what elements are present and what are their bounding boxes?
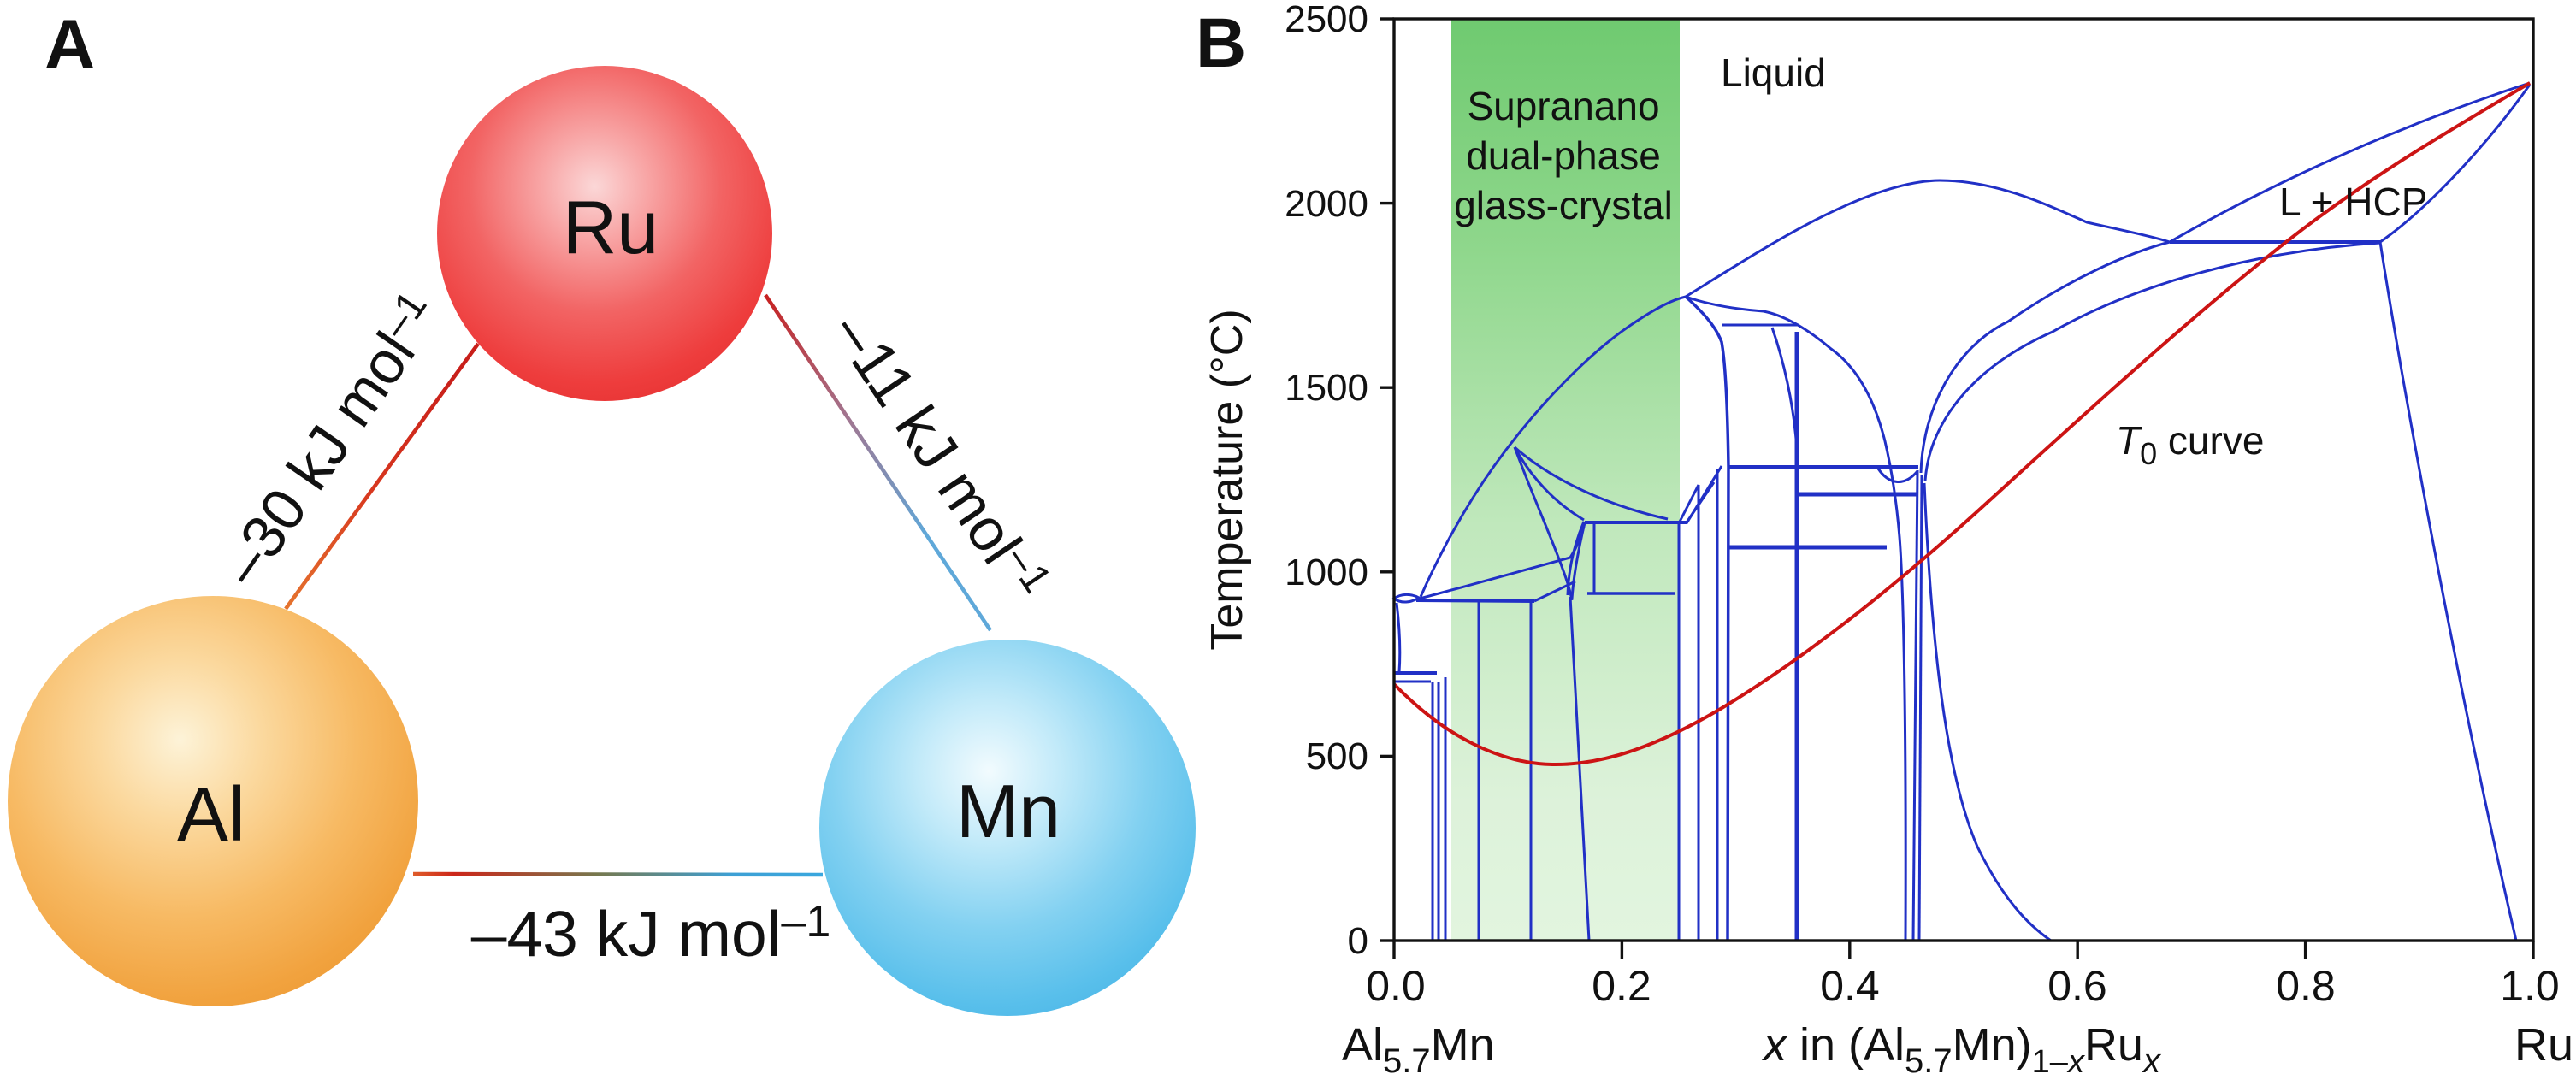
- svg-text:Liquid: Liquid: [1721, 50, 1826, 95]
- svg-text:A: A: [44, 6, 95, 84]
- svg-text:0: 0: [1348, 920, 1368, 962]
- svg-text:500: 500: [1306, 735, 1368, 777]
- svg-text:–11 kJ mol–1: –11 kJ mol–1: [820, 301, 1060, 612]
- svg-text:2500: 2500: [1285, 0, 1368, 40]
- svg-text:0.8: 0.8: [2276, 962, 2336, 1010]
- svg-text:T0 curve: T0 curve: [2116, 418, 2264, 471]
- svg-text:x in (Al5.7Mn)1–xRux: x in (Al5.7Mn)1–xRux: [1761, 1019, 2162, 1080]
- svg-text:dual-phase: dual-phase: [1466, 133, 1661, 178]
- svg-text:Al5.7Mn: Al5.7Mn: [1342, 1019, 1495, 1080]
- svg-text:Ru: Ru: [563, 185, 659, 269]
- svg-text:Mn: Mn: [956, 769, 1061, 853]
- svg-text:Al: Al: [177, 772, 245, 858]
- svg-text:1.0: 1.0: [2500, 962, 2560, 1010]
- svg-text:2000: 2000: [1285, 183, 1368, 225]
- svg-text:0.2: 0.2: [1592, 962, 1651, 1010]
- svg-text:glass-crystal: glass-crystal: [1454, 183, 1673, 227]
- svg-text:0.6: 0.6: [2047, 962, 2107, 1010]
- svg-text:L + HCP: L + HCP: [2279, 180, 2427, 224]
- svg-text:0.0: 0.0: [1366, 962, 1426, 1010]
- svg-text:0.4: 0.4: [1820, 962, 1880, 1010]
- svg-text:–43 kJ mol–1: –43 kJ mol–1: [471, 897, 831, 970]
- svg-text:Ru: Ru: [2514, 1019, 2573, 1071]
- svg-text:Supranano: Supranano: [1467, 84, 1659, 128]
- svg-text:1500: 1500: [1285, 367, 1368, 409]
- svg-text:B: B: [1196, 4, 1246, 82]
- svg-text:1000: 1000: [1285, 552, 1368, 593]
- svg-text:Temperature (°C): Temperature (°C): [1202, 309, 1252, 650]
